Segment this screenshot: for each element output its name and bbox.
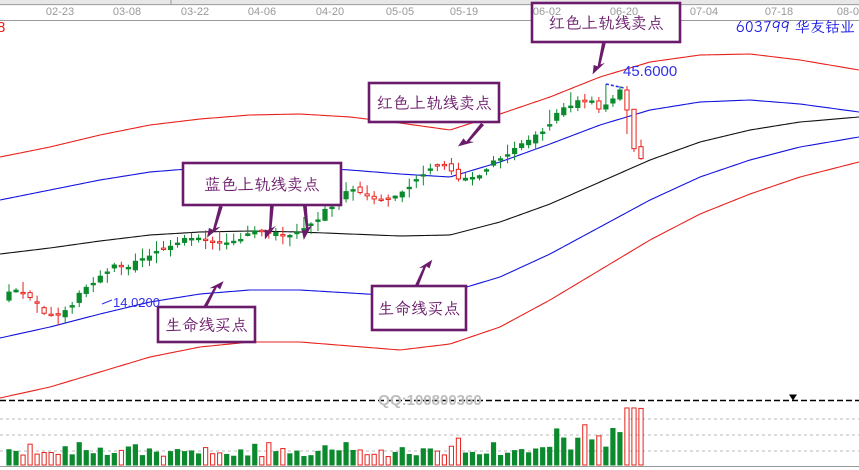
svg-text:03-22: 03-22	[181, 6, 209, 18]
svg-text:08-01: 08-01	[837, 6, 859, 18]
svg-text:04-06: 04-06	[248, 6, 276, 18]
svg-text:红色上轨线卖点: 红色上轨线卖点	[548, 11, 664, 33]
svg-text:05-19: 05-19	[450, 6, 478, 18]
svg-text:14.0200: 14.0200	[113, 295, 160, 310]
svg-text:07-04: 07-04	[690, 6, 718, 18]
svg-text:06-20: 06-20	[610, 6, 638, 18]
svg-text:QQ:100800360: QQ:100800360	[378, 392, 481, 409]
svg-text:04-20: 04-20	[316, 6, 344, 18]
svg-text:03-08: 03-08	[113, 6, 141, 18]
svg-text:45.6000: 45.6000	[623, 63, 677, 80]
svg-text:8: 8	[0, 19, 5, 36]
svg-text:蓝色上轨线卖点: 蓝色上轨线卖点	[204, 173, 320, 195]
svg-text:05-05: 05-05	[386, 6, 414, 18]
svg-text:生命线买点: 生命线买点	[165, 313, 248, 335]
svg-text:06-02: 06-02	[533, 6, 561, 18]
svg-text:07-18: 07-18	[765, 6, 793, 18]
svg-text:603799 华友钴业: 603799 华友钴业	[736, 18, 855, 37]
svg-text:红色上轨线卖点: 红色上轨线卖点	[376, 91, 492, 113]
svg-text:生命线买点: 生命线买点	[378, 297, 461, 319]
svg-text:02-23: 02-23	[46, 6, 74, 18]
